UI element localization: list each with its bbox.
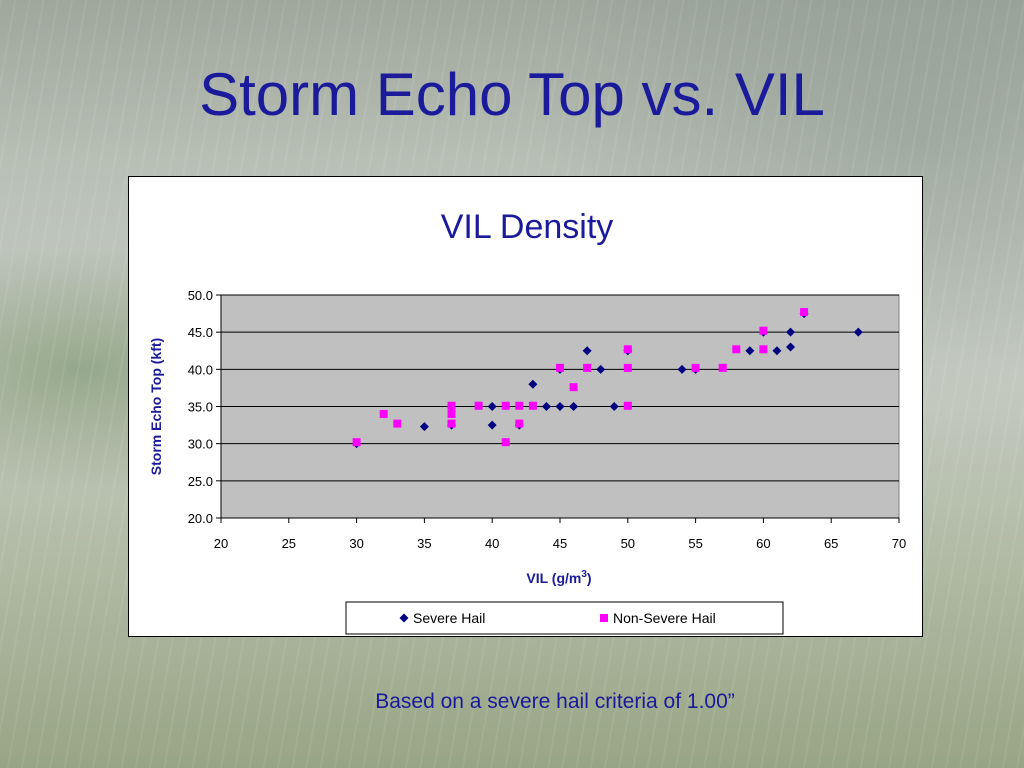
non-severe-hail-point bbox=[556, 363, 564, 372]
severe-hail-point bbox=[609, 402, 619, 411]
y-tick-label: 20.0 bbox=[188, 511, 213, 526]
non-severe-hail-point bbox=[393, 419, 402, 428]
severe-hail-point bbox=[419, 422, 429, 432]
x-axis-label-sup: 3 bbox=[581, 569, 587, 580]
gridlines bbox=[221, 294, 899, 519]
x-tick-label: 25 bbox=[282, 536, 296, 551]
series-layer bbox=[352, 308, 863, 449]
non-severe-hail-point bbox=[515, 401, 524, 410]
legend-label-severe-hail: Severe Hail bbox=[413, 610, 485, 626]
y-tick-label: 50.0 bbox=[188, 288, 213, 303]
severe-hail-point bbox=[853, 327, 863, 337]
chart-title: VIL Density bbox=[441, 208, 614, 246]
non-severe-hail-point bbox=[583, 363, 592, 372]
non-severe-hail-point bbox=[623, 401, 632, 410]
footnote: Based on a severe hail criteria of 1.00” bbox=[375, 690, 735, 713]
x-tick-label: 40 bbox=[485, 536, 499, 551]
x-tick-label: 70 bbox=[892, 536, 906, 551]
legend-label-non-severe-hail: Non-Severe Hail bbox=[613, 610, 716, 626]
non-severe-hail-point bbox=[474, 401, 483, 410]
x-axis-label-main: VIL (g/m bbox=[526, 570, 581, 586]
legend-marker-non-severe-hail bbox=[600, 614, 608, 622]
legend: Severe Hail Non-Severe Hail bbox=[345, 601, 784, 635]
non-severe-hail-point bbox=[501, 438, 510, 447]
x-tick-label: 50 bbox=[621, 536, 635, 551]
series-non-severe-hail bbox=[352, 308, 809, 447]
x-tick-label: 35 bbox=[417, 536, 431, 551]
x-axis-label: VIL (g/m3) bbox=[526, 569, 591, 586]
non-severe-hail-point bbox=[691, 363, 700, 372]
severe-hail-point bbox=[487, 420, 497, 430]
non-severe-hail-point bbox=[569, 383, 578, 392]
non-severe-hail-point bbox=[623, 363, 632, 372]
severe-hail-point bbox=[677, 364, 687, 374]
severe-hail-point bbox=[582, 346, 592, 356]
non-severe-hail-point bbox=[352, 438, 361, 447]
x-tick-label: 60 bbox=[756, 536, 770, 551]
y-tick-label: 40.0 bbox=[188, 362, 213, 377]
non-severe-hail-point bbox=[501, 401, 510, 410]
x-tick-label: 55 bbox=[688, 536, 702, 551]
severe-hail-point bbox=[541, 402, 551, 411]
y-tick-label: 35.0 bbox=[188, 400, 213, 415]
y-tick-label: 45.0 bbox=[188, 325, 213, 340]
legend-box bbox=[345, 601, 784, 635]
scatter-chart: VIL Density 20.0 25.0 30.0 35.0 40.0 45.0 50.0… bbox=[148, 208, 907, 635]
slide-title: Storm Echo Top vs. VIL bbox=[199, 61, 825, 128]
non-severe-hail-point bbox=[759, 326, 768, 335]
legend-marker-severe-hail bbox=[399, 613, 409, 623]
y-tick-label: 25.0 bbox=[188, 474, 213, 489]
non-severe-hail-point bbox=[447, 401, 456, 410]
non-severe-hail-point bbox=[800, 308, 809, 317]
non-severe-hail-point bbox=[732, 345, 741, 354]
y-axis-label: Storm Echo Top (kft) bbox=[148, 338, 164, 475]
chart-container: VIL Density 20.0 25.0 30.0 35.0 40.0 45.0 50.0… bbox=[128, 176, 923, 637]
non-severe-hail-point bbox=[447, 419, 456, 428]
severe-hail-point bbox=[745, 346, 755, 356]
non-severe-hail-point bbox=[515, 419, 524, 428]
severe-hail-point bbox=[555, 402, 565, 411]
x-axis-label-tail: ) bbox=[587, 570, 592, 586]
x-tick-label: 20 bbox=[214, 536, 228, 551]
x-tick-label: 30 bbox=[349, 536, 363, 551]
y-tick-label: 30.0 bbox=[188, 437, 213, 452]
severe-hail-point bbox=[569, 402, 579, 411]
severe-hail-point bbox=[596, 364, 606, 374]
non-severe-hail-point bbox=[623, 345, 632, 354]
severe-hail-point bbox=[528, 379, 538, 389]
non-severe-hail-point bbox=[759, 345, 768, 354]
non-severe-hail-point bbox=[379, 409, 388, 418]
severe-hail-point bbox=[786, 342, 796, 352]
non-severe-hail-point bbox=[528, 401, 537, 410]
severe-hail-point bbox=[772, 346, 782, 356]
axes: 20.0 25.0 30.0 35.0 40.0 45.0 50.0 20 25 30 35 40 45… bbox=[188, 288, 907, 551]
severe-hail-point bbox=[487, 402, 497, 411]
x-tick-label: 65 bbox=[824, 536, 838, 551]
non-severe-hail-point bbox=[718, 363, 727, 372]
severe-hail-point bbox=[786, 327, 796, 337]
non-severe-hail-point bbox=[447, 409, 456, 418]
x-tick-label: 45 bbox=[553, 536, 567, 551]
